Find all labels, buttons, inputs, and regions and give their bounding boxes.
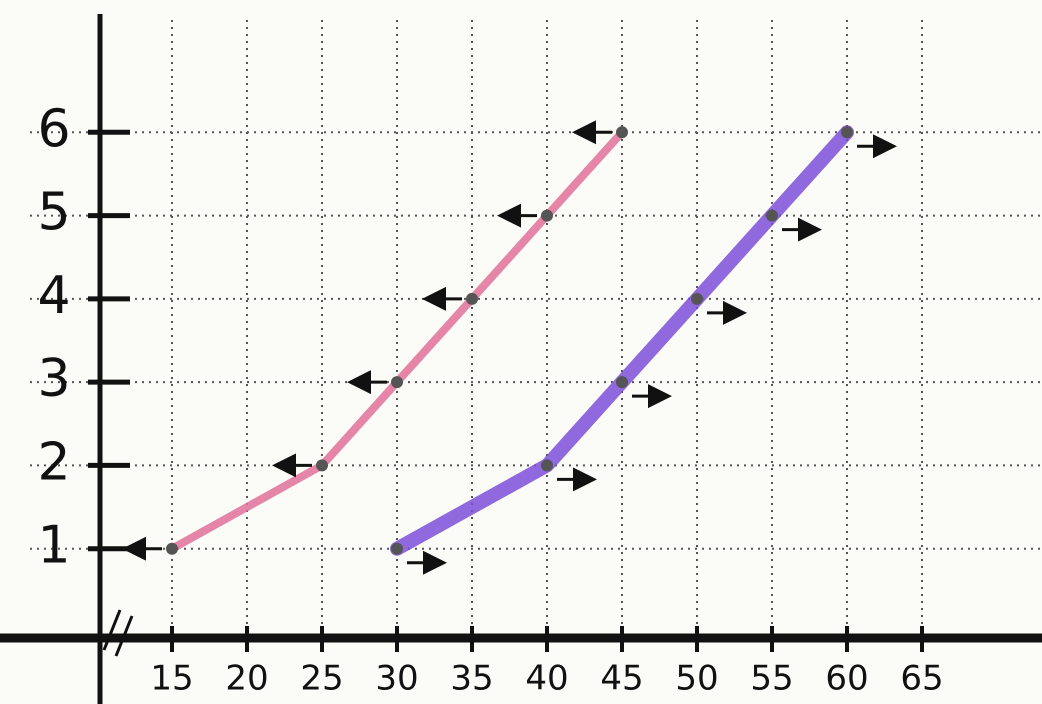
data-point	[541, 459, 553, 472]
data-point	[616, 126, 628, 139]
data-point	[391, 542, 403, 555]
y-tick-label: 4	[37, 266, 70, 326]
x-tick-label: 15	[150, 659, 193, 699]
x-tick-label: 45	[600, 659, 643, 699]
x-tick-label: 50	[675, 659, 718, 699]
x-tick-label: 20	[225, 659, 268, 699]
axis-break	[102, 609, 134, 657]
y-tick-label: 1	[37, 516, 70, 576]
data-point	[316, 459, 328, 472]
data-point	[616, 376, 628, 389]
y-tick-label: 5	[37, 183, 70, 243]
x-tick-label: 30	[375, 659, 418, 699]
y-tick-label: 2	[37, 432, 70, 492]
data-point	[166, 542, 178, 555]
x-tick-label: 40	[525, 659, 568, 699]
data-point	[391, 376, 403, 389]
y-tick-label: 3	[37, 349, 70, 409]
data-point	[541, 209, 553, 222]
x-tick-label: 60	[825, 659, 868, 699]
x-tick-label: 25	[300, 659, 343, 699]
data-point	[766, 209, 778, 222]
data-point	[841, 126, 853, 139]
series-line	[390, 125, 854, 556]
data-point	[466, 292, 478, 305]
x-tick-label: 35	[450, 659, 493, 699]
x-tick-label: 55	[750, 659, 793, 699]
y-tick-label: 6	[37, 99, 70, 159]
data-point	[691, 292, 703, 305]
x-tick-label: 65	[900, 659, 943, 699]
series-line	[168, 128, 626, 553]
